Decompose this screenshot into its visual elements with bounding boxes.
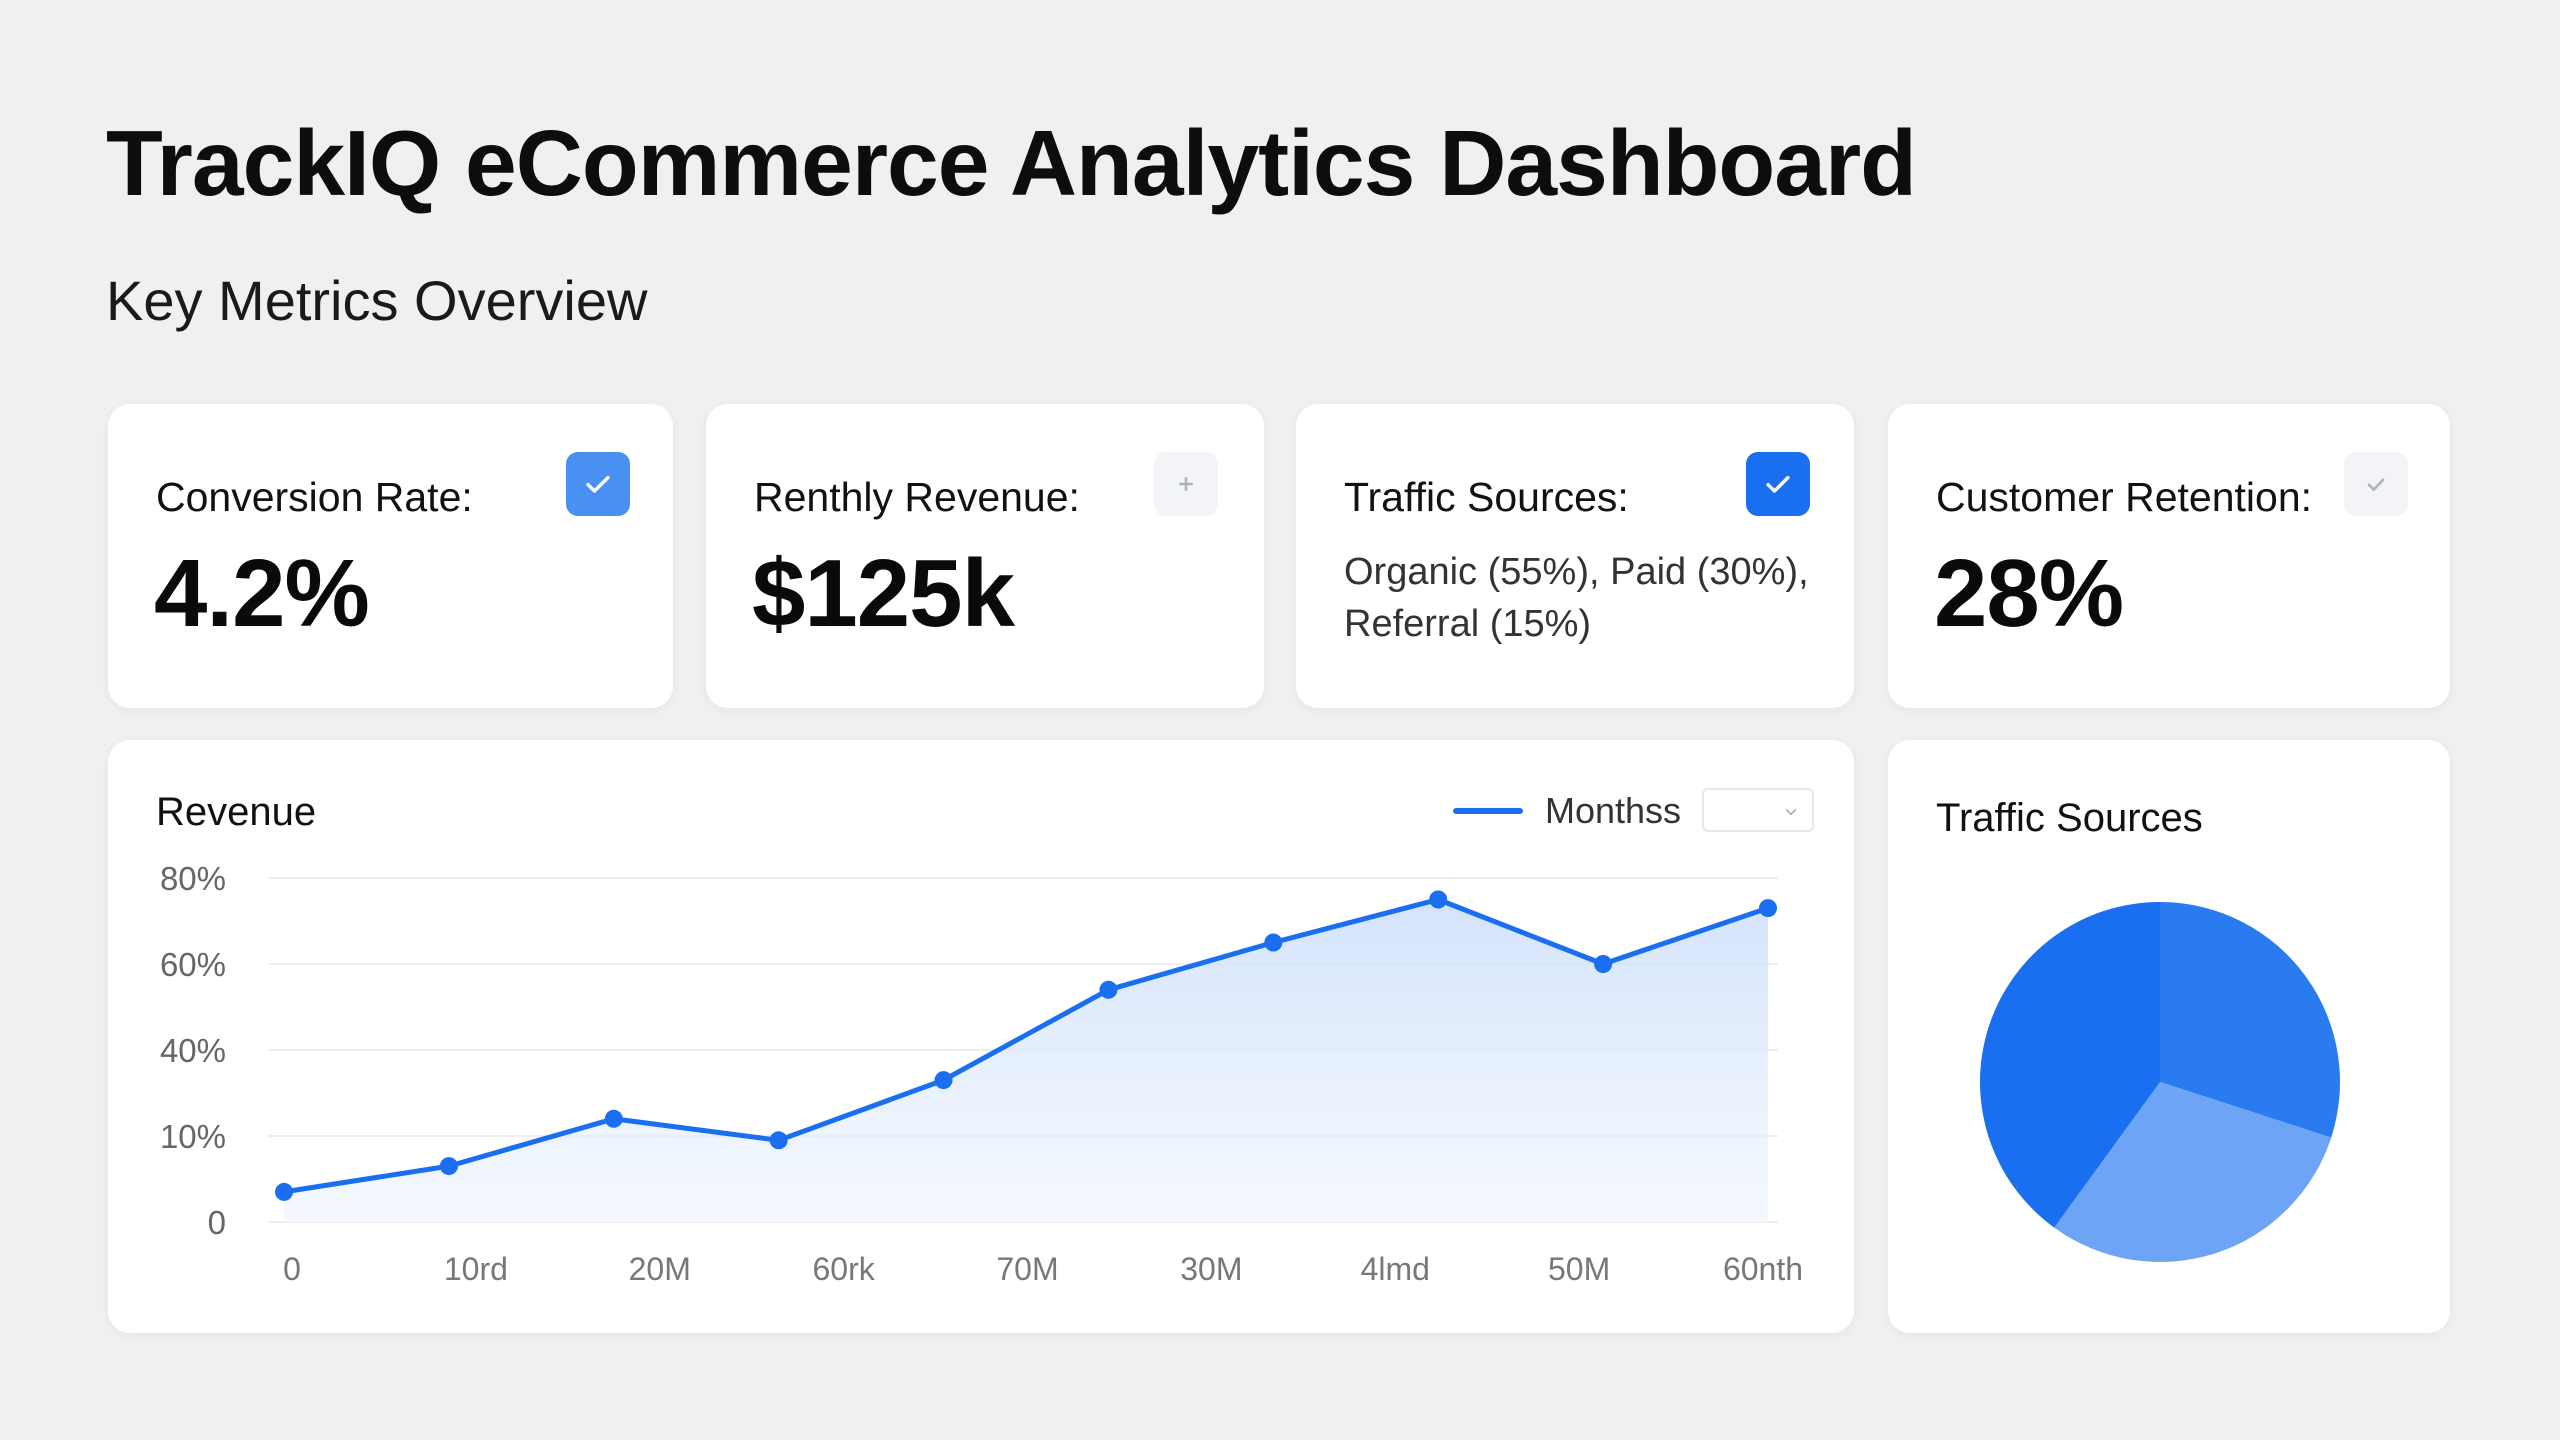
data-point[interactable]	[1594, 955, 1613, 973]
x-tick-label: 0	[283, 1251, 301, 1287]
period-select[interactable]	[1702, 788, 1814, 832]
data-point[interactable]	[769, 1131, 788, 1150]
revenue-chart-card: Revenue Monthss 0 10% 40% 60% 80% 0 10rd 20M 60r…	[108, 740, 1854, 1333]
metric-label: Conversion Rate:	[156, 474, 473, 520]
x-tick-label: 70M	[996, 1251, 1058, 1287]
y-tick-label: 10%	[160, 1118, 226, 1155]
legend-swatch	[1453, 808, 1523, 814]
x-tick-label: 60nth	[1723, 1251, 1803, 1287]
check-icon[interactable]	[2344, 452, 2408, 516]
y-tick-label: 0	[208, 1204, 226, 1241]
plus-icon[interactable]	[1154, 452, 1218, 516]
metric-label: Customer Retention:	[1936, 474, 2313, 520]
metric-card-revenue: Renthly Revenue: $125k	[706, 404, 1264, 708]
legend-label: Monthss	[1545, 790, 1682, 831]
data-point[interactable]	[1429, 890, 1448, 909]
y-tick-label: 80%	[160, 860, 226, 897]
x-tick-label: 20M	[629, 1251, 691, 1287]
chevron-down-icon	[1785, 809, 1797, 816]
chart-title: Revenue	[156, 790, 317, 834]
revenue-chart: 0 10% 40% 60% 80% 0 10rd 20M 60rk 70M 30M 4lmd 50M 60…	[160, 860, 1803, 1287]
metric-value: Organic (55%), Paid (30%), Referral (15%…	[1344, 551, 1809, 645]
metric-value: 28%	[1934, 540, 2124, 647]
traffic-sources-card: Traffic Sources	[1888, 740, 2450, 1333]
checkbox-checked-icon[interactable]	[566, 452, 630, 516]
data-point[interactable]	[439, 1157, 458, 1176]
page-subtitle: Key Metrics Overview	[106, 269, 648, 332]
pie-slice[interactable]	[1980, 902, 2160, 1228]
pie-slice[interactable]	[2054, 1082, 2332, 1262]
metric-value: $125k	[752, 540, 1015, 647]
page-title: TrackIQ eCommerce Analytics Dashboard	[106, 111, 1917, 215]
data-point[interactable]	[275, 1182, 293, 1201]
pie-slice[interactable]	[2160, 902, 2340, 1138]
data-point[interactable]	[1759, 899, 1777, 918]
x-tick-label: 50M	[1548, 1251, 1610, 1287]
series-line	[283, 897, 1769, 1195]
metric-card-traffic-sources: Traffic Sources: Organic (55%), Paid (30…	[1296, 404, 1854, 708]
y-tick-label: 40%	[160, 1032, 226, 1069]
data-point[interactable]	[1099, 980, 1118, 999]
chart-legend: Monthss	[1453, 790, 1681, 832]
x-tick-label: 30M	[1180, 1251, 1242, 1287]
x-tick-label: 10rd	[444, 1251, 508, 1287]
data-point[interactable]	[1264, 933, 1283, 952]
metric-label: Renthly Revenue:	[754, 474, 1080, 520]
metric-card-conversion-rate: Conversion Rate: 4.2%	[108, 404, 673, 708]
data-point[interactable]	[934, 1071, 953, 1090]
chart-title: Traffic Sources	[1936, 796, 2203, 840]
metric-label: Traffic Sources:	[1344, 474, 1629, 520]
x-tick-label: 4lmd	[1361, 1251, 1430, 1287]
metric-card-customer-retention: Customer Retention: 28%	[1888, 404, 2450, 708]
traffic-pie-chart	[1980, 902, 2340, 1262]
x-tick-label: 60rk	[813, 1251, 876, 1287]
series-area	[284, 899, 1768, 1222]
checkbox-checked-icon[interactable]	[1746, 452, 1810, 516]
data-point[interactable]	[604, 1109, 623, 1128]
y-tick-label: 60%	[160, 946, 226, 983]
metric-value: 4.2%	[154, 540, 370, 647]
